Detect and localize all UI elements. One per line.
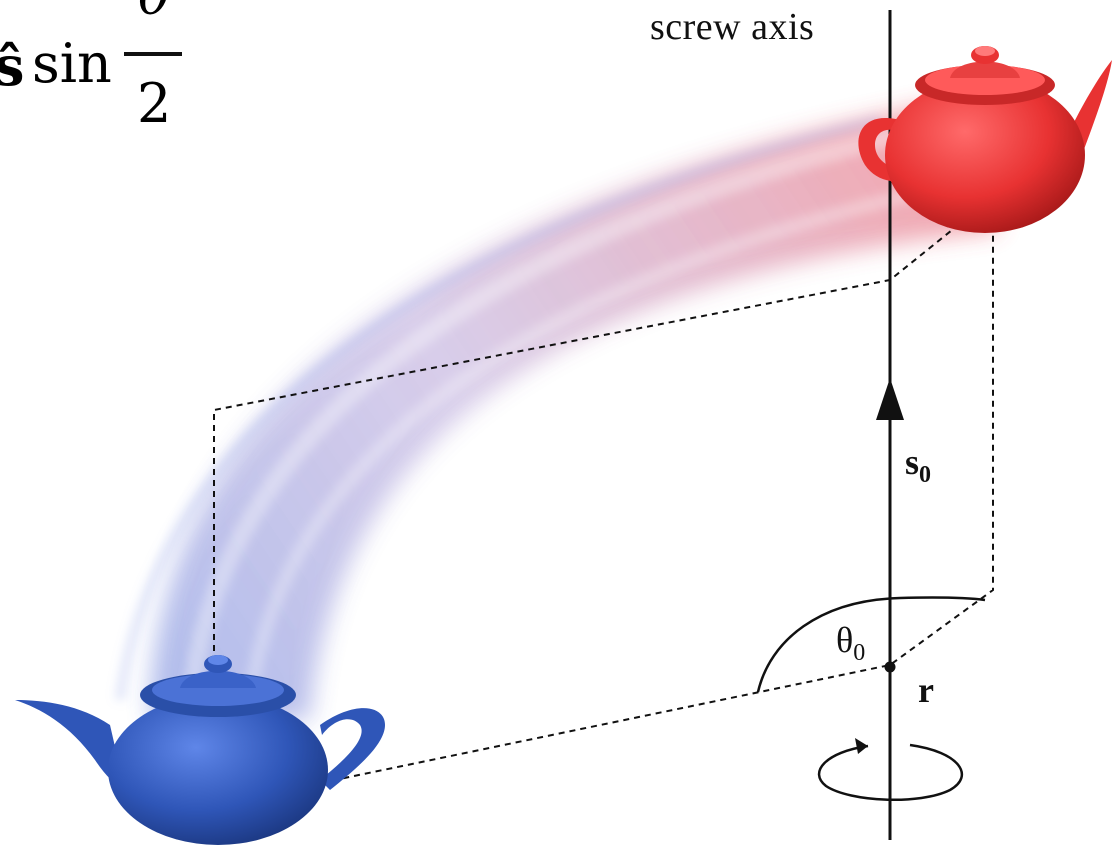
rotation-indicator-icon — [817, 738, 963, 801]
theta0-arc — [756, 596, 986, 693]
r-point — [884, 661, 896, 673]
s0-subscript: 0 — [919, 462, 932, 489]
formula-fraction-bar — [124, 52, 182, 56]
r-label: r — [918, 670, 934, 710]
screw-axis-label: screw axis — [650, 6, 815, 48]
theta0-label: θ0 — [836, 622, 865, 665]
formula-numerator: θ — [138, 0, 171, 27]
motion-trail — [115, 100, 1000, 720]
construction-lines — [213, 196, 994, 806]
s0-arrowhead — [876, 378, 904, 420]
theta0-base: θ — [836, 620, 854, 660]
red-teapot-icon — [858, 46, 1112, 233]
blue-teapot-icon — [15, 655, 385, 845]
theta0-subscript: 0 — [853, 640, 866, 667]
s0-label: s0 — [905, 444, 931, 487]
formula-vector-symbol: ŝ — [0, 34, 25, 98]
formula-sin: sin — [32, 32, 112, 95]
s0-base: s — [905, 442, 920, 482]
formula-denominator: 2 — [137, 72, 172, 135]
rotation-formula: ŝ sin θ 2 — [0, 0, 200, 135]
